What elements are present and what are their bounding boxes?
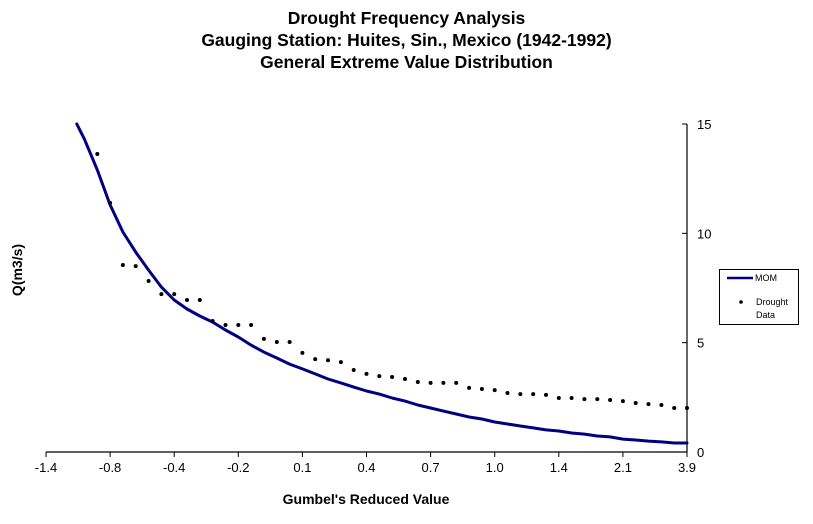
data-point-drought: [390, 375, 395, 379]
data-point-drought: [505, 391, 510, 395]
y-axis-title: Q(m3/s): [9, 244, 25, 296]
data-point-drought: [274, 340, 279, 344]
x-axis-title: Gumbel's Reduced Value: [283, 491, 450, 507]
data-point-drought: [556, 396, 561, 400]
data-point-drought: [479, 387, 484, 391]
data-point-drought: [313, 357, 318, 362]
data-point-drought: [620, 399, 625, 404]
data-point-drought: [646, 402, 651, 407]
x-tick-label: 0.4: [357, 460, 375, 475]
x-tick-label: 1.0: [486, 460, 504, 475]
data-point-drought: [223, 323, 228, 327]
series-line-mom: [75, 122, 689, 445]
data-point-drought: [95, 152, 100, 156]
data-point-drought: [467, 385, 472, 390]
chart-subtitle-2: General Extreme Value Distribution: [260, 52, 553, 72]
data-point-drought: [146, 279, 151, 283]
data-point-drought: [595, 397, 600, 402]
data-point-drought: [441, 380, 446, 385]
axes: -1.4 -0.8 -0.4 -0.2 0.1 0.4 0.7 1.0 1.4 2.1 3.90 5 1…: [35, 117, 712, 475]
data-point-drought: [108, 200, 113, 205]
data-point-drought: [492, 388, 497, 393]
chart-title-block: Drought Frequency Analysis Gauging Stati…: [0, 7, 813, 73]
data-point-drought: [364, 371, 369, 376]
data-point-drought: [633, 401, 638, 405]
data-point-drought: [172, 292, 177, 297]
x-tick-label: 1.4: [550, 460, 568, 475]
x-tick-label: -0.8: [99, 460, 121, 475]
y-tick-label: 10: [697, 226, 711, 241]
data-point-drought: [454, 380, 459, 385]
legend-label-drought-line-1: Drought: [756, 297, 789, 307]
x-tick-label: 0.1: [293, 460, 311, 475]
data-point-drought: [197, 298, 202, 302]
data-point-drought: [236, 323, 241, 327]
legend-label-mom: MOM: [755, 273, 777, 283]
data-point-drought: [672, 406, 677, 410]
data-point-drought: [133, 264, 138, 269]
data-point-drought: [287, 340, 292, 344]
x-tick-label: -0.2: [227, 460, 249, 475]
data-point-drought: [326, 358, 330, 363]
chart-title: Drought Frequency Analysis: [287, 8, 526, 28]
data-point-drought: [518, 392, 523, 397]
x-tick-label: 0.7: [422, 460, 440, 475]
legend: MOM Drought Data: [719, 269, 799, 325]
x-tick-label: -1.4: [35, 460, 57, 475]
data-point-drought: [377, 374, 382, 379]
data-point-drought: [300, 350, 305, 355]
data-point-drought: [261, 336, 266, 341]
plot-area: [75, 122, 689, 445]
data-point-drought: [569, 396, 574, 400]
data-point-drought: [531, 392, 536, 397]
x-tick-label: 2.1: [614, 460, 632, 475]
data-point-drought: [403, 377, 407, 381]
chart-subtitle-1: Gauging Station: Huites, Sin., Mexico (1…: [201, 30, 612, 50]
data-point-drought: [544, 392, 548, 397]
y-tick-label: 0: [697, 445, 704, 460]
data-point-drought: [659, 403, 664, 407]
data-point-drought: [582, 397, 587, 402]
y-tick-label: 5: [697, 336, 704, 351]
data-point-drought: [608, 398, 613, 402]
x-tick-label: -0.4: [163, 460, 185, 475]
data-point-drought: [185, 298, 189, 302]
data-point-drought: [428, 380, 433, 385]
y-tick-label: 15: [697, 117, 711, 132]
data-point-drought: [159, 292, 164, 297]
data-point-drought: [210, 319, 215, 323]
data-point-drought: [249, 323, 254, 327]
data-point-drought: [120, 263, 125, 267]
data-point-drought: [415, 380, 420, 384]
legend-swatch-drought-data: [739, 300, 743, 304]
data-point-drought: [338, 360, 343, 365]
legend-label-drought-line-2: Data: [756, 310, 775, 320]
data-point-drought: [351, 368, 356, 372]
x-tick-label: 3.9: [678, 460, 696, 475]
